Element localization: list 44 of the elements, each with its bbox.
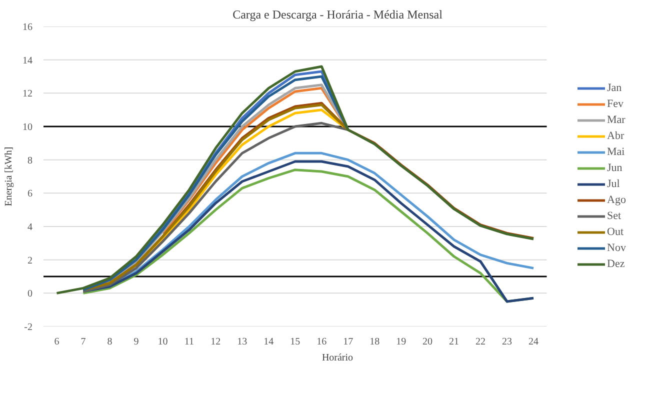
- x-tick-label: 16: [316, 336, 327, 348]
- x-tick-label: 6: [54, 336, 60, 348]
- y-tick-label: 8: [28, 155, 32, 166]
- x-tick-label: 23: [502, 336, 512, 348]
- y-tick-label: 0: [28, 288, 32, 300]
- x-tick-label: 7: [80, 336, 86, 348]
- y-tick-label: -2: [24, 322, 33, 333]
- y-tick-label: 4: [28, 222, 32, 233]
- legend-label: Abr: [607, 129, 626, 143]
- x-tick-label: 20: [422, 336, 433, 348]
- x-tick-label: 22: [476, 336, 486, 348]
- legend-label: Mar: [607, 113, 626, 127]
- x-tick-label: 24: [528, 336, 538, 348]
- legend-label: Jul: [607, 177, 621, 191]
- legend-label: Set: [607, 209, 622, 223]
- y-tick-label: 6: [28, 188, 32, 200]
- legend-label: Fev: [607, 97, 624, 111]
- x-tick-label: 12: [210, 336, 221, 348]
- legend-label: Dez: [607, 257, 626, 271]
- x-tick-label: 18: [370, 336, 380, 348]
- x-tick-label: 13: [237, 336, 248, 348]
- x-tick-label: 17: [343, 336, 354, 348]
- x-tick-label: 9: [134, 336, 139, 348]
- x-tick-label: 11: [184, 336, 194, 348]
- x-axis-title: Horário: [322, 352, 354, 364]
- y-tick-label: 14: [22, 55, 32, 66]
- x-tick-label: 14: [264, 336, 274, 348]
- y-tick-label: 2: [28, 255, 32, 266]
- y-tick-label: 10: [22, 122, 32, 133]
- legend-label: Nov: [607, 241, 627, 255]
- y-tick-label: 16: [22, 22, 32, 33]
- x-tick-label: 10: [158, 336, 168, 348]
- x-tick-label: 21: [449, 336, 460, 348]
- legend-label: Jun: [607, 161, 624, 175]
- chart-title: Carga e Descarga - Horária - Média Mensal: [232, 8, 444, 22]
- y-axis-title: Energia [kWh]: [4, 146, 14, 206]
- legend-label: Ago: [607, 193, 627, 207]
- legend-label: Jan: [607, 81, 623, 95]
- legend-label: Out: [607, 225, 624, 239]
- x-tick-label: 8: [107, 336, 112, 348]
- x-tick-label: 15: [290, 336, 300, 348]
- x-tick-label: 19: [396, 336, 406, 348]
- legend-label: Mai: [607, 145, 626, 159]
- y-tick-label: 12: [22, 88, 32, 100]
